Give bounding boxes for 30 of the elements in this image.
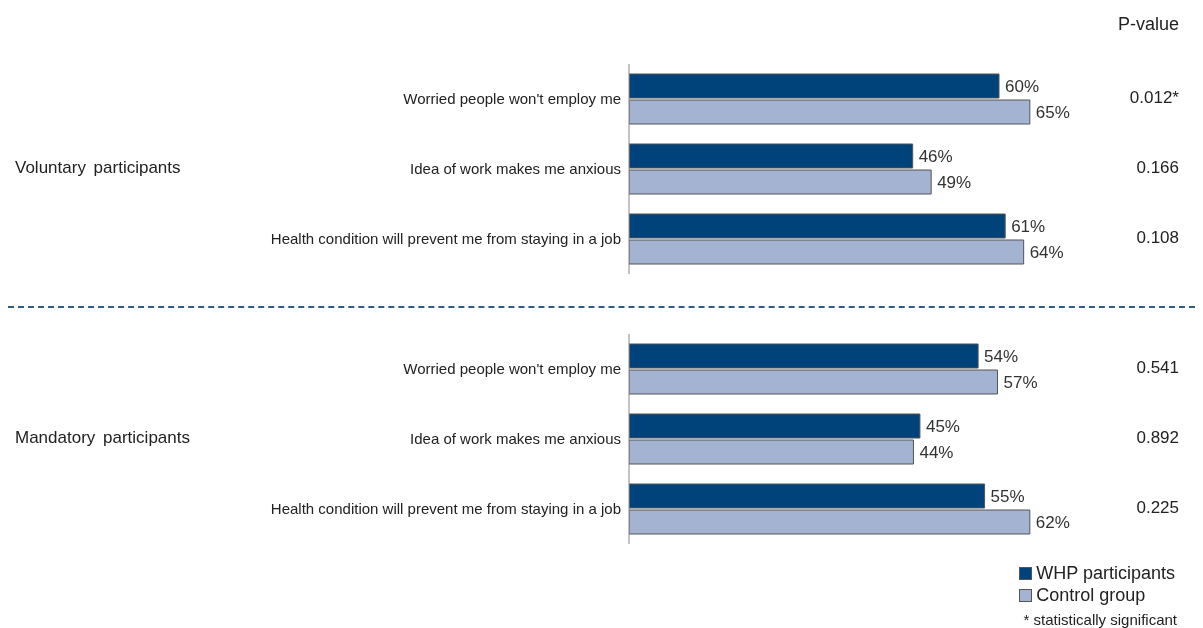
y-tick-label: Idea of work makes me anxious <box>410 430 621 448</box>
text: 0.225 <box>1136 498 1179 518</box>
text: Voluntary participants <box>15 158 181 178</box>
y-tick-label: Worried people won't employ me <box>403 90 621 108</box>
text: 0.892 <box>1136 428 1179 448</box>
data-label: 61% <box>1011 217 1046 236</box>
text: 0.108 <box>1136 228 1179 248</box>
data-label: 64% <box>1029 243 1064 262</box>
data-label: 54% <box>984 347 1019 366</box>
text: 0.012* <box>1129 88 1179 108</box>
y-tick-label: Health condition will prevent me from staying in a job <box>270 230 621 248</box>
data-label: 44% <box>919 443 954 462</box>
data-label: 46% <box>918 147 953 166</box>
y-tick-label: Worried people won't employ me <box>403 360 621 378</box>
data-label: 65% <box>1035 103 1070 122</box>
y-tick-label: Idea of work makes me anxious <box>410 160 621 178</box>
text: 0.166 <box>1136 158 1179 178</box>
data-label: 55% <box>990 487 1025 506</box>
y-tick-label: Health condition will prevent me from staying in a job <box>270 500 621 518</box>
text: P-value <box>1117 14 1179 35</box>
data-label: 62% <box>1035 513 1070 532</box>
data-label: 60% <box>1005 77 1040 96</box>
data-label: 45% <box>925 417 960 436</box>
data-label: 57% <box>1003 373 1038 392</box>
data-label: 49% <box>937 173 972 192</box>
legend-label: WHP participants <box>1035 562 1175 584</box>
legend-label: Control group <box>1035 584 1147 606</box>
text: * statistically significant <box>1023 611 1177 628</box>
text: 0.541 <box>1136 358 1179 378</box>
text: Mandatory participants <box>15 428 190 448</box>
